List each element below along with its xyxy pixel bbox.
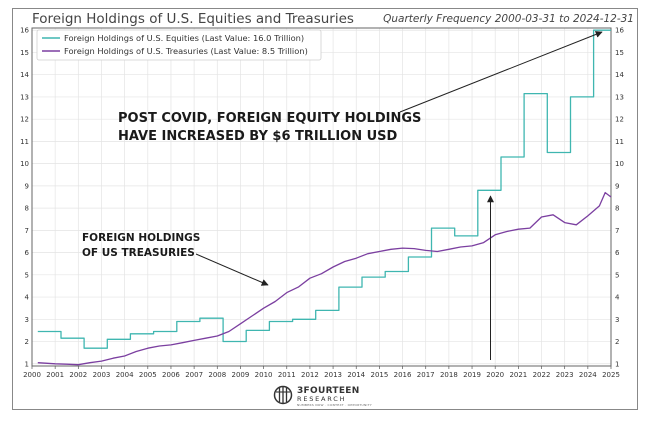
x-tick-label: 2021 xyxy=(509,371,527,379)
y-tick-label-left: 10 xyxy=(20,160,29,168)
x-tick-label: 2002 xyxy=(69,371,87,379)
y-tick-label-left: 5 xyxy=(25,271,29,279)
x-tick-label: 2008 xyxy=(208,371,226,379)
y-tick-label-right: 15 xyxy=(615,49,624,57)
x-tick-label: 2005 xyxy=(139,371,157,379)
y-tick-label-left: 13 xyxy=(20,93,29,101)
legend: Foreign Holdings of U.S. Equities (Last … xyxy=(36,29,322,61)
y-tick-label-right: 3 xyxy=(615,316,619,324)
y-tick-label-left: 9 xyxy=(25,182,29,190)
annotation-equities-line-1: POST COVID, FOREIGN EQUITY HOLDINGS xyxy=(118,111,421,126)
y-tick-label-right: 1 xyxy=(615,360,619,368)
y-tick-label-left: 16 xyxy=(20,27,29,35)
x-tick-label: 2020 xyxy=(486,371,504,379)
x-tick-label: 2013 xyxy=(324,371,342,379)
y-tick-label-right: 11 xyxy=(615,138,624,146)
x-tick-label: 2014 xyxy=(347,371,365,379)
brand-name: 3FOURTEEN xyxy=(297,386,360,396)
x-tick-label: 2007 xyxy=(185,371,203,379)
chart-title: Foreign Holdings of U.S. Equities and Tr… xyxy=(32,11,354,27)
y-tick-label-left: 11 xyxy=(20,138,29,146)
y-tick-label-right: 6 xyxy=(615,249,620,257)
annotation-treasuries-line-2: OF US TREASURIES xyxy=(82,247,195,259)
x-tick-label: 2000 xyxy=(23,371,41,379)
series-line-equities xyxy=(37,29,611,349)
x-tick-label: 2017 xyxy=(417,371,435,379)
y-tick-label-right: 8 xyxy=(615,205,619,213)
axis-ticks: 2000 2001 2002 2003 2004 2005 2006 2007 2008 2009… xyxy=(20,27,624,379)
x-tick-label: 2004 xyxy=(116,371,134,379)
y-tick-label-right: 2 xyxy=(615,338,619,346)
series-layer xyxy=(37,29,612,366)
y-tick-label-right: 13 xyxy=(615,93,624,101)
x-tick-label: 2012 xyxy=(301,371,319,379)
x-tick-label: 2016 xyxy=(394,371,412,379)
legend-box xyxy=(36,29,322,61)
y-tick-label-right: 9 xyxy=(615,182,619,190)
legend-label-treasuries: Foreign Holdings of U.S. Treasuries (Las… xyxy=(64,46,308,56)
y-tick-label-right: 16 xyxy=(615,27,624,35)
brand-sub: RESEARCH xyxy=(297,395,346,403)
y-tick-label-right: 4 xyxy=(615,294,620,302)
y-tick-label-left: 3 xyxy=(25,316,29,324)
y-tick-label-right: 5 xyxy=(615,271,619,279)
legend-label-equities: Foreign Holdings of U.S. Equities (Last … xyxy=(64,33,304,43)
y-tick-label-right: 12 xyxy=(615,116,624,124)
y-tick-label-right: 7 xyxy=(615,227,619,235)
grid xyxy=(31,28,612,366)
x-tick-label: 2001 xyxy=(46,371,64,379)
logo-circle-icon xyxy=(273,385,293,405)
y-tick-label-left: 2 xyxy=(25,338,29,346)
y-tick-label-left: 14 xyxy=(20,71,29,79)
x-tick-label: 2015 xyxy=(370,371,388,379)
annotation-equities-line-2: HAVE INCREASED BY $6 TRILLION USD xyxy=(118,129,398,144)
x-tick-label: 2019 xyxy=(463,371,481,379)
x-tick-label: 2003 xyxy=(93,371,111,379)
annotation-treasuries-line-1: FOREIGN HOLDINGS xyxy=(82,232,200,244)
y-tick-label-left: 6 xyxy=(25,249,30,257)
x-tick-label: 2022 xyxy=(533,371,551,379)
x-tick-label: 2025 xyxy=(602,371,620,379)
annotation-treasuries-arrow xyxy=(195,253,269,286)
brand-logo: 3FOURTEEN RESEARCH NUMBERS NOW · CONTEXT… xyxy=(273,385,372,407)
y-tick-label-left: 1 xyxy=(25,360,29,368)
y-tick-label-right: 14 xyxy=(615,71,624,79)
plot-area xyxy=(31,27,612,367)
y-tick-label-left: 15 xyxy=(20,49,29,57)
series-line-treasuries xyxy=(37,191,612,366)
y-tick-label-right: 10 xyxy=(615,160,624,168)
x-tick-label: 2011 xyxy=(278,371,296,379)
x-tick-label: 2024 xyxy=(579,371,597,379)
annotation-equities-arrow xyxy=(399,31,603,113)
y-tick-label-left: 7 xyxy=(25,227,29,235)
x-tick-label: 2010 xyxy=(255,371,273,379)
x-tick-label: 2018 xyxy=(440,371,458,379)
chart-subtitle: Quarterly Frequency 2000-03-31 to 2024-1… xyxy=(383,13,634,25)
x-tick-label: 2023 xyxy=(556,371,574,379)
y-tick-label-left: 4 xyxy=(25,294,30,302)
brand-tagline: NUMBERS NOW · CONTEXT · OPPORTUNITY xyxy=(297,403,372,407)
x-tick-label: 2006 xyxy=(162,371,180,379)
y-tick-label-left: 8 xyxy=(25,205,29,213)
x-tick-label: 2009 xyxy=(232,371,250,379)
y-tick-label-left: 12 xyxy=(20,116,29,124)
